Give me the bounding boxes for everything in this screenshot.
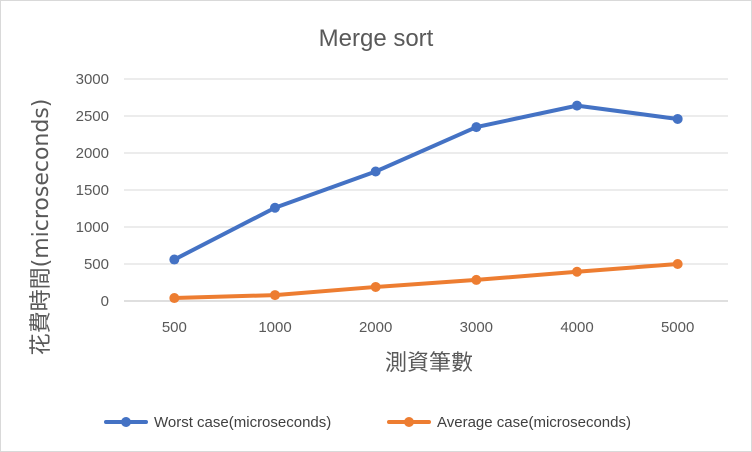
legend-swatch-marker <box>121 417 131 427</box>
data-point <box>672 259 683 269</box>
y-tick-label: 0 <box>101 293 109 310</box>
x-tick-label: 4000 <box>560 319 593 336</box>
legend-item: Average case(microseconds) <box>387 414 631 431</box>
legend-swatch-marker <box>404 417 414 427</box>
data-point <box>471 274 482 285</box>
data-point <box>169 254 180 265</box>
legend-label: Average case(microseconds) <box>437 414 631 431</box>
x-tick-label: 5000 <box>661 319 694 336</box>
data-point <box>270 202 280 213</box>
y-tick-label: 3000 <box>76 71 109 88</box>
gridlines <box>124 78 728 302</box>
y-tick-label: 2500 <box>76 108 109 125</box>
y-tick-label: 1000 <box>76 219 109 236</box>
y-tick-label: 500 <box>84 256 109 273</box>
x-tick-label: 500 <box>162 319 187 336</box>
data-point <box>370 166 381 177</box>
x-axis-title: 測資筆數 <box>385 351 473 376</box>
y-tick-labels: 0 500 1000 1500 2000 2500 3000 <box>76 71 109 310</box>
series-line <box>172 103 680 262</box>
data-point <box>370 281 381 292</box>
legend-item: Worst case(microseconds) <box>104 414 331 431</box>
x-tick-labels: 500 1000 2000 3000 4000 5000 <box>162 319 695 336</box>
legend: Worst case(microseconds) Average case(mic… <box>104 414 631 431</box>
y-axis-title: 花費時間(microseconds) <box>29 99 54 356</box>
data-point <box>672 113 683 124</box>
chart-title: Merge sort <box>319 25 434 52</box>
y-tick-label: 1500 <box>76 182 109 199</box>
x-tick-label: 3000 <box>460 319 493 336</box>
y-tick-label: 2000 <box>76 145 109 162</box>
data-point <box>270 290 280 301</box>
data-point <box>572 100 582 111</box>
series-line <box>172 262 680 301</box>
data-point <box>572 266 582 277</box>
series-1 <box>169 100 683 265</box>
data-point <box>471 122 482 133</box>
x-tick-label: 2000 <box>359 319 392 336</box>
series-2 <box>169 259 683 304</box>
legend-label: Worst case(microseconds) <box>154 414 331 431</box>
series-group <box>169 100 683 304</box>
x-tick-label: 1000 <box>258 319 291 336</box>
data-point <box>169 293 180 304</box>
